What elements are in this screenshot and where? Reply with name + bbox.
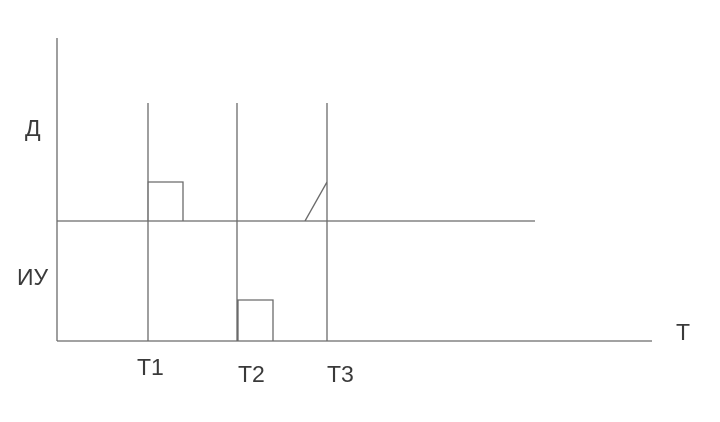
t2-label: T2	[238, 361, 265, 387]
upper-pulse-t1	[147, 181, 184, 221]
t3-label: T3	[327, 361, 354, 387]
ramp-t3	[304, 181, 328, 222]
x-axis-label: T	[676, 319, 690, 345]
lower-pulse-t2	[237, 299, 274, 341]
t1-label: T1	[137, 354, 164, 380]
y-top-label: Д	[25, 115, 41, 141]
y-bottom-label: ИУ	[17, 264, 49, 290]
